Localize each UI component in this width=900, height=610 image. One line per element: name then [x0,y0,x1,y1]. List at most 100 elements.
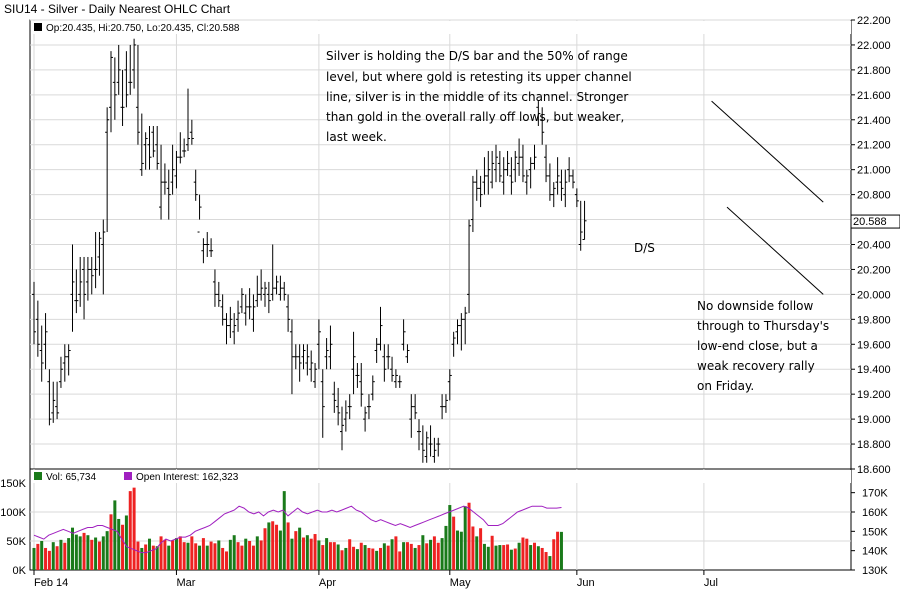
ohlc-bar [174,150,179,189]
volume-bar [556,531,560,570]
volume-bar [44,547,48,570]
ohlc-bar [93,232,98,289]
ohlc-bar [155,126,160,170]
ohlc-bar [351,331,356,395]
ohlc-bar [524,169,529,195]
ohlc-bar [490,150,495,189]
annotation-followthrough-line: through to Thursday's [697,319,829,333]
volume-bar [59,539,63,570]
volume-bar [328,542,332,570]
oi-legend: Open Interest: 162,323 [136,472,239,483]
ohlc-bar [151,126,156,158]
volume-bar [90,539,94,570]
annotation-followthrough-line: on Friday. [697,379,754,393]
ohlc-bar [147,126,152,170]
volume-bar [55,546,59,570]
volume-bar [132,487,136,570]
volume-bar [71,527,74,570]
volume-bar [494,545,498,570]
volume-bar [255,536,259,570]
ohlc-bar [293,344,298,370]
volume-bar [506,544,510,570]
ohlc-bar [143,132,148,170]
ohlc-bar [228,306,233,339]
volume-bar [525,538,529,570]
date-axis: Feb 14 Mar Apr May Jun Jul [33,570,718,589]
price-tick-label: 19.200 [857,389,891,401]
volume-bar [463,506,467,570]
ohlc-bar [82,256,87,320]
volume-bar [47,550,51,570]
volume-legend-box [31,470,851,483]
volume-bar [151,545,155,570]
annotation-followthrough-line: No downside follow [697,299,813,313]
volume-bar [236,542,240,570]
volume-bar [290,538,294,570]
volume-bar [298,527,302,570]
volume-bar [101,536,105,570]
ohlc-bar [405,344,410,363]
volume-bar [167,545,171,570]
ohlc-bar [236,300,241,332]
ohlc-bar [193,169,198,201]
open-interest-tick-label: 130K [862,565,888,577]
volume-bar [221,547,225,570]
date-tick-label: Jul [704,577,718,589]
volume-bar [82,532,86,570]
volume-bar [275,524,279,570]
ohlc-bar [359,362,364,407]
volume-bar [421,535,425,570]
price-tick-label: 18.800 [857,439,891,451]
ohlc-bar [424,431,429,463]
volume-bar [482,543,486,570]
volume-bar [409,543,413,570]
ohlc-bar [555,157,560,195]
ohlc-bar [571,169,575,189]
ohlc-bar [409,394,414,438]
volume-bar [552,539,556,570]
price-tick-label: 21.600 [857,90,891,102]
ohlc-bar [451,331,456,357]
annotation-main: Silver is holding the D/S bar and the 50… [326,49,632,144]
ohlc-bar [390,356,395,382]
ohlc-bar [109,51,113,133]
volume-bar [309,538,313,570]
ohlc-bar [305,344,310,376]
ohlc-bar [343,400,348,432]
ohlc-bar [232,313,237,345]
ohlc-bar [120,69,125,127]
ohlc-bar [478,175,483,208]
volume-bar [117,518,121,570]
volume-bar [97,541,101,570]
volume-bar [509,549,513,570]
volume-bar [286,522,290,570]
volume-bar [467,502,471,570]
volume-bar [136,541,140,570]
volume-bar [244,538,248,570]
volume-bar [359,542,363,570]
ohlc-bar [74,269,79,314]
ohlc-bar [197,194,202,233]
ohlc-bar [328,325,333,370]
ohlc-bar [182,138,187,158]
ohlc-bar [39,325,44,382]
volume-bar [140,547,144,570]
volume-bar [548,556,552,570]
ohlc-bar [544,144,549,183]
volume-bar [490,535,494,570]
volume-bar [348,539,352,570]
ohlc-bar [467,219,472,314]
ohlc-bar [251,294,256,332]
volume-legend: Vol: 65,734 [46,472,96,483]
ohlc-bar [551,182,556,208]
ohlc-bar [401,319,406,351]
open-interest-axis: 130K 140K 150K 160K 170K [851,488,888,577]
ohlc-bar [259,269,264,301]
ohlc-bar [313,362,318,388]
volume-bar [174,538,178,570]
volume-bar [251,545,255,570]
volume-bar [263,528,267,570]
ohlc-bar [332,381,337,413]
volume-bars [32,487,563,570]
volume-bar [305,535,309,570]
